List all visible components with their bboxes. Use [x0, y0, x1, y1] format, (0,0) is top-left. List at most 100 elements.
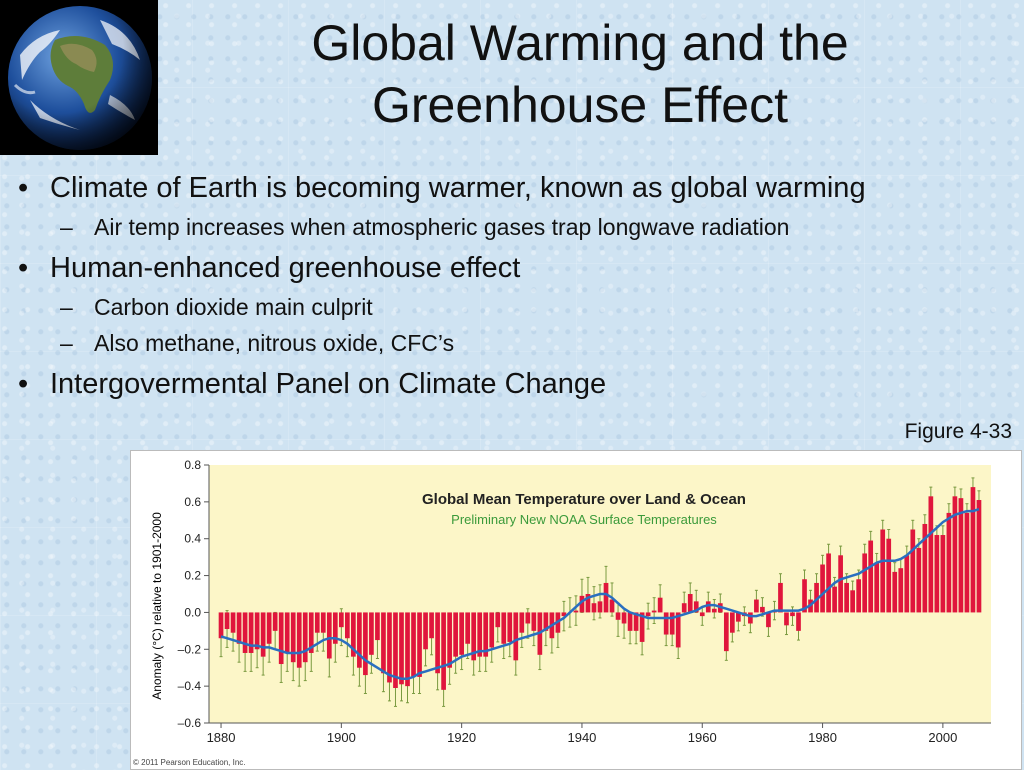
bar — [525, 612, 531, 624]
bar — [874, 562, 880, 613]
bullet-item: • Human-enhanced greenhouse effect — [18, 248, 1018, 288]
bar — [729, 612, 735, 633]
sub-bullet-item: – Also methane, nitrous oxide, CFC’s — [18, 328, 1018, 358]
bar — [543, 612, 549, 631]
bar — [723, 612, 729, 652]
bar — [314, 612, 320, 633]
bar — [230, 612, 236, 633]
bar — [387, 612, 392, 683]
y-axis-label: Anomaly (°C) relative to 1901-2000 — [150, 512, 164, 700]
bar — [519, 612, 525, 633]
bullet-glyph: • — [18, 252, 29, 284]
bar — [573, 610, 579, 613]
bar — [459, 612, 464, 655]
bar — [651, 610, 657, 613]
bar — [898, 568, 904, 613]
bar — [369, 612, 374, 655]
smoothed-trend-line — [220, 508, 980, 681]
bar — [862, 553, 868, 613]
bar — [892, 571, 898, 613]
bar — [754, 599, 759, 613]
bar — [531, 612, 537, 631]
y-tick-label: 0.8 — [184, 458, 201, 472]
x-tick-label: 1900 — [327, 730, 356, 745]
bar — [790, 612, 795, 617]
y-ticks: 0.8 0.6 0.4 0.2 0.0 –0.2 –0.4 –0.6 — [178, 458, 209, 730]
bar — [483, 612, 489, 657]
bar — [429, 612, 434, 639]
bullet-list: • Climate of Earth is becoming warmer, kn… — [18, 168, 1018, 404]
copyright-notice: © 2011 Pearson Education, Inc. — [133, 758, 246, 767]
bar — [266, 612, 272, 644]
bar — [320, 612, 326, 633]
slide-title: Global Warming and the Greenhouse Effect — [311, 15, 849, 133]
bullet-text: Intergovermental Panel on Climate Change — [50, 368, 607, 400]
bar — [290, 612, 296, 663]
bullet-glyph: • — [18, 368, 29, 400]
sub-bullet-item: – Air temp increases when atmospheric gas… — [18, 212, 1018, 242]
bar — [375, 612, 380, 641]
bar — [868, 540, 874, 613]
bar — [345, 612, 350, 639]
bar — [880, 529, 886, 613]
bar — [332, 612, 338, 644]
bar — [820, 564, 825, 613]
bar — [916, 547, 922, 613]
bar — [363, 612, 368, 676]
bar — [278, 612, 284, 665]
bar — [958, 498, 964, 613]
bar — [381, 612, 386, 674]
bar — [242, 612, 248, 653]
bar — [302, 612, 308, 663]
bar — [393, 612, 398, 688]
bar — [260, 612, 266, 657]
bar — [272, 612, 278, 631]
bar — [669, 612, 675, 635]
bar — [976, 500, 982, 613]
x-tick-label: 2000 — [928, 730, 957, 745]
dash-glyph: – — [60, 214, 73, 240]
bar — [796, 612, 801, 631]
sub-bullet-item: – Carbon dioxide main culprit — [18, 292, 1018, 322]
bar — [338, 612, 344, 628]
bar — [952, 496, 958, 613]
bar — [513, 612, 519, 661]
bar — [357, 612, 362, 668]
bar — [687, 594, 693, 613]
y-tick-label: 0.4 — [184, 532, 201, 546]
bar — [609, 599, 615, 613]
bar — [405, 612, 410, 687]
bar — [964, 512, 970, 613]
bar — [778, 582, 783, 613]
bar — [471, 612, 477, 661]
bar — [603, 582, 609, 613]
bar — [435, 612, 440, 674]
bar — [308, 612, 314, 653]
bar — [399, 612, 404, 685]
bar — [844, 582, 849, 613]
bar — [615, 612, 621, 620]
bar — [591, 603, 597, 613]
chart-svg: 0.8 0.6 0.4 0.2 0.0 –0.2 –0.4 –0.6 1880 1900 1920… — [150, 458, 991, 745]
bar — [296, 612, 302, 668]
bar — [970, 487, 976, 613]
bar — [711, 608, 717, 613]
y-tick-label: 0.6 — [184, 495, 201, 509]
bar — [284, 612, 290, 653]
bar — [784, 612, 789, 626]
bar — [411, 612, 416, 677]
bar — [218, 612, 224, 639]
bar — [489, 612, 495, 648]
bar — [585, 594, 591, 613]
bar — [928, 496, 934, 613]
chart-subtitle: Preliminary New NOAA Surface Temperature… — [451, 512, 717, 527]
bar — [675, 612, 681, 648]
bar — [681, 603, 687, 613]
sub-bullet-text: Also methane, nitrous oxide, CFC’s — [94, 330, 455, 356]
bar — [850, 590, 855, 613]
bar — [814, 582, 819, 613]
bar — [832, 586, 837, 613]
y-tick-label: –0.2 — [178, 642, 202, 656]
bar — [856, 579, 862, 613]
bar — [633, 612, 639, 631]
